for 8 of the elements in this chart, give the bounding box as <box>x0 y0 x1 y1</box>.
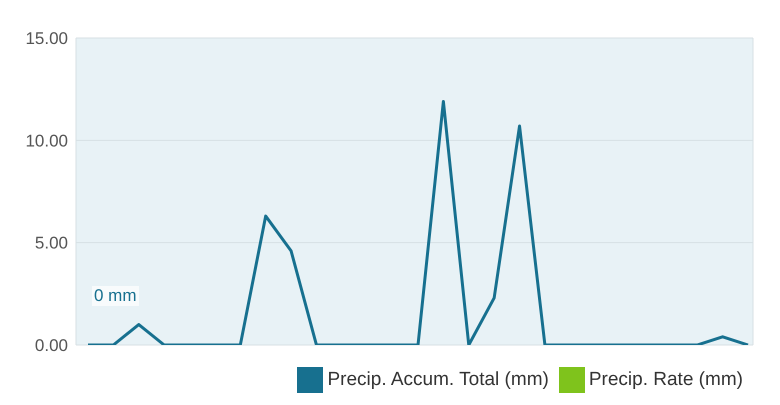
y-tick-label: 0.00 <box>34 336 68 356</box>
y-tick-label: 10.00 <box>25 131 68 150</box>
annotation: 0 mm <box>92 286 138 306</box>
legend-label: Precip. Rate (mm) <box>588 369 743 390</box>
line-series <box>86 100 750 345</box>
y-tick-label: 15.00 <box>25 29 68 48</box>
legend-label: Precip. Accum. Total (mm) <box>327 369 549 390</box>
y-tick-label: 5.00 <box>34 234 68 253</box>
